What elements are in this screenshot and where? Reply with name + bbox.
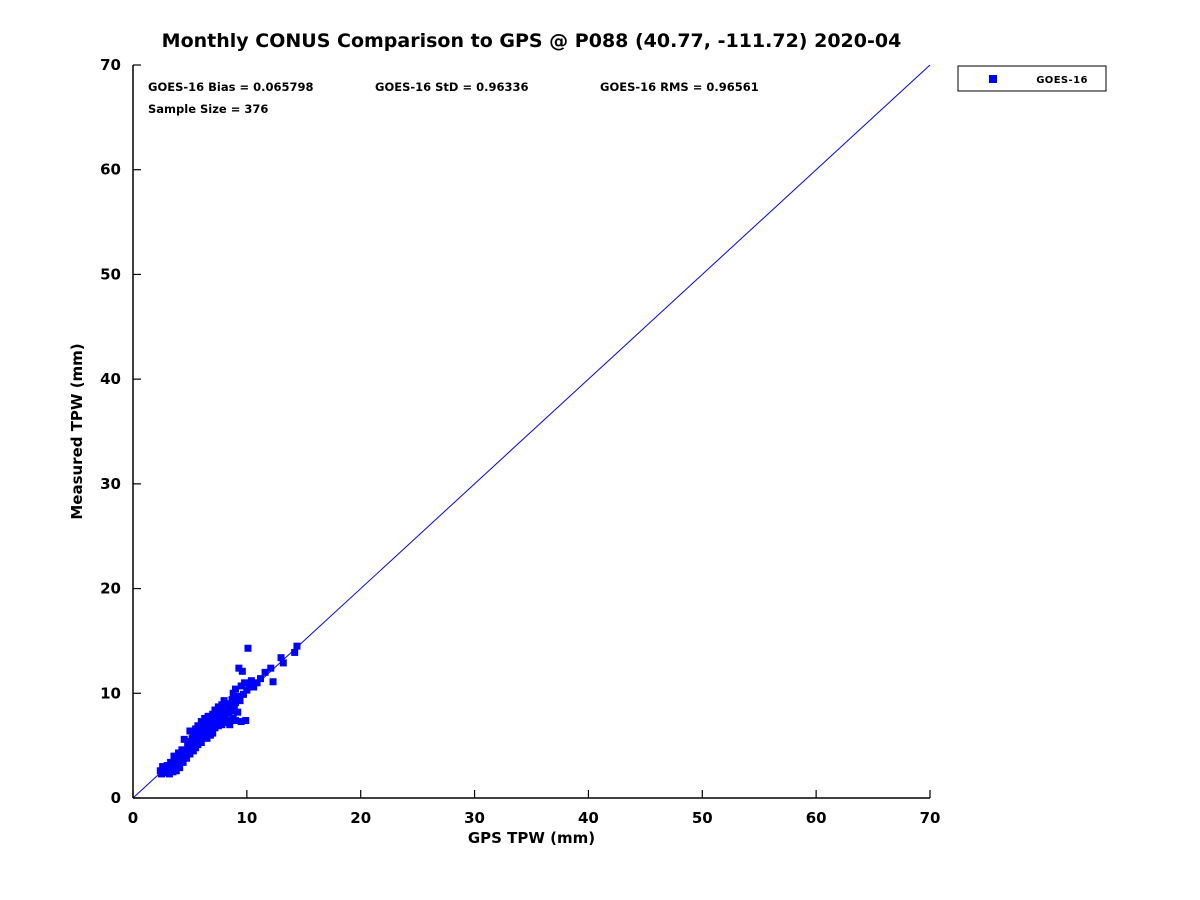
data-point [224,717,232,725]
y-tick-label: 20 [100,580,121,598]
data-point [243,686,251,694]
data-point [253,679,261,687]
x-tick-label: 30 [464,809,485,827]
data-point [279,659,287,667]
data-point [183,754,191,762]
data-point [231,685,239,693]
y-tick-label: 30 [100,475,121,493]
std-annotation: GOES-16 StD = 0.96336 [375,80,528,94]
legend-box [957,65,1107,92]
rms-annotation: GOES-16 RMS = 0.96561 [600,80,759,94]
data-point [247,677,255,685]
scatter-points [156,642,301,778]
data-point [176,764,184,772]
data-point [239,690,247,698]
data-point [238,667,246,675]
data-point [170,752,178,760]
data-point [236,697,244,705]
data-point [196,729,204,737]
data-point [218,701,226,709]
data-point [204,712,212,720]
data-point [226,721,234,729]
y-tick-label: 40 [100,370,121,388]
data-point [241,679,249,687]
x-tick-label: 70 [920,809,941,827]
y-tick-label: 70 [100,56,121,74]
chart-title: Monthly CONUS Comparison to GPS @ P088 (… [161,30,902,52]
sample-size-annotation: Sample Size = 376 [148,102,268,116]
data-point [245,681,253,689]
y-axis-label: Measured TPW (mm) [68,343,86,519]
data-point [197,739,205,747]
data-point [159,763,167,771]
data-point [209,710,217,718]
data-point [233,692,241,700]
x-tick-label: 10 [236,809,257,827]
data-point [269,678,277,686]
y-tick-label: 10 [100,684,121,702]
data-point [186,727,194,735]
data-point [250,683,258,691]
data-point [291,648,299,656]
data-point [231,699,239,707]
y-tick-label: 60 [100,161,121,179]
data-point [172,756,180,764]
bias-annotation: GOES-16 Bias = 0.065798 [148,80,313,94]
x-tick-label: 0 [128,809,138,827]
data-point [180,735,188,743]
y-tick-label: 0 [111,789,121,807]
x-tick-label: 20 [350,809,371,827]
y-tick-label: 50 [100,265,121,283]
x-axis-label: GPS TPW (mm) [468,829,595,847]
data-point [261,668,269,676]
data-point [293,642,301,650]
legend-marker [989,75,997,83]
data-point [244,644,252,652]
data-point [226,701,234,709]
data-point [230,704,238,712]
x-tick-label: 60 [806,809,827,827]
data-point [209,729,217,737]
data-point [231,717,239,725]
data-point [267,664,275,672]
x-tick-label: 50 [692,809,713,827]
data-point [179,758,187,766]
x-tick-label: 40 [578,809,599,827]
data-point [257,675,265,683]
data-point [234,708,242,716]
data-point [237,718,245,726]
legend-label: GOES-16 [1036,75,1088,86]
data-point [277,654,285,662]
data-point [242,717,250,725]
